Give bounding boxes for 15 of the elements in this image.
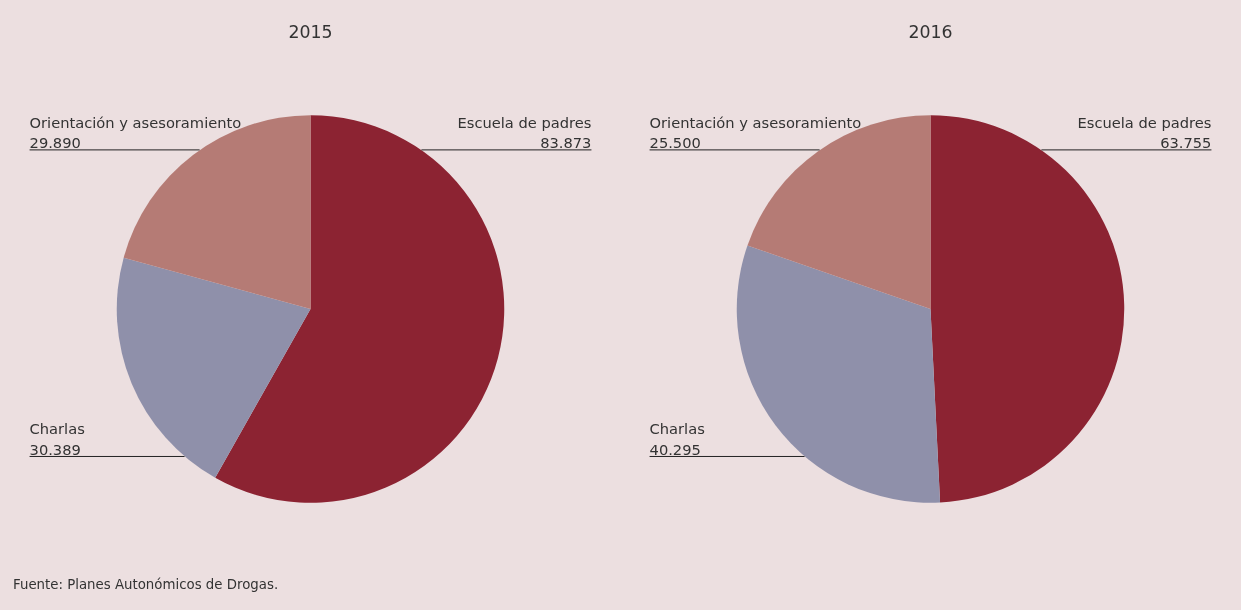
data-label: 25.500 <box>649 133 701 151</box>
slice-label: Escuela de padres <box>1077 113 1212 131</box>
chart-title: 2016 <box>908 22 953 43</box>
data-label: 63.755 <box>1160 133 1212 151</box>
slice-label: Charlas <box>649 420 705 438</box>
slice-label: Orientación y asesoramiento <box>29 113 242 131</box>
source-note: Fuente: Planes Autonómicos de Drogas. <box>13 576 279 594</box>
data-label: 83.873 <box>540 133 592 151</box>
slice-label: Escuela de padres <box>457 113 592 131</box>
data-label: 30.389 <box>29 440 81 458</box>
chart-title: 2015 <box>288 22 333 43</box>
data-label: 29.890 <box>29 133 81 151</box>
slice-label: Charlas <box>29 420 85 438</box>
slice-label: Orientación y asesoramiento <box>649 113 862 131</box>
data-label: 40.295 <box>649 440 701 458</box>
